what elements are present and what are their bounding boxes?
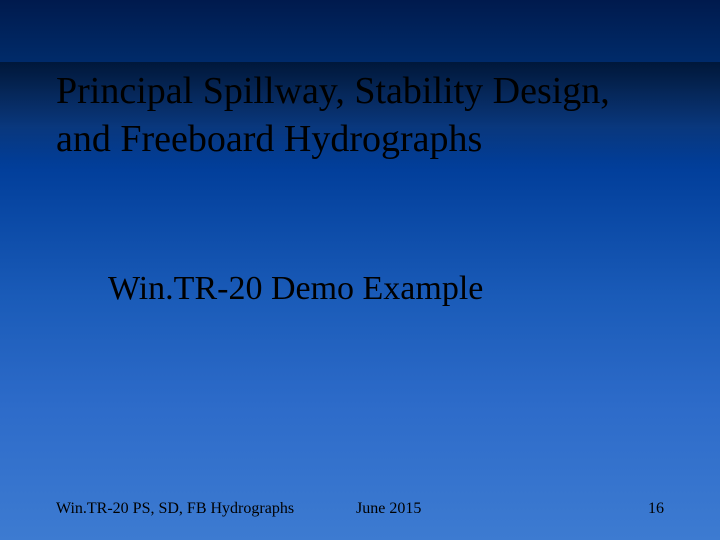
footer-left-text: Win.TR-20 PS, SD, FB Hydrographs: [56, 500, 294, 518]
footer-date: June 2015: [356, 500, 421, 518]
slide-footer: Win.TR-20 PS, SD, FB Hydrographs June 20…: [56, 500, 664, 518]
footer-page-number: 16: [648, 500, 664, 518]
slide-subtitle: Win.TR-20 Demo Example: [108, 270, 483, 308]
slide-title: Principal Spillway, Stability Design, an…: [56, 68, 660, 163]
